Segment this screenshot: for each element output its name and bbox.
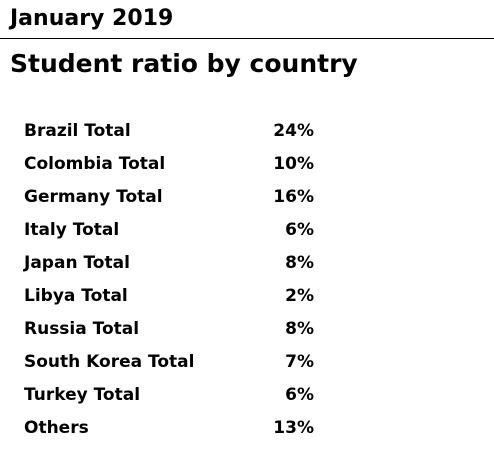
table-row-brazil: Brazil Total 24% [24,115,314,148]
country-label: Germany Total [24,187,163,207]
country-label: Brazil Total [24,121,131,141]
country-label: Turkey Total [24,385,141,405]
ratio-value: 2% [285,286,314,306]
table-row-japan: Japan Total 8% [24,247,314,280]
table-row-italy: Italy Total 6% [24,214,314,247]
country-label: Italy Total [24,220,120,240]
table-row-others: Others 13% [24,412,314,445]
ratio-value: 8% [285,253,314,273]
ratio-value: 13% [273,418,314,438]
table-row-russia: Russia Total 8% [24,313,314,346]
table-row-libya: Libya Total 2% [24,280,314,313]
ratio-value: 10% [273,154,314,174]
country-label: Libya Total [24,286,128,306]
page-title: Student ratio by country [10,49,358,78]
country-label: Japan Total [24,253,130,273]
country-ratio-table: Brazil Total 24% Colombia Total 10% Germ… [24,115,314,445]
country-label: Russia Total [24,319,140,339]
table-row-south-korea: South Korea Total 7% [24,346,314,379]
heading-divider [0,38,494,39]
ratio-value: 16% [273,187,314,207]
ratio-value: 8% [285,319,314,339]
table-row-turkey: Turkey Total 6% [24,379,314,412]
ratio-value: 6% [285,220,314,240]
ratio-value: 24% [273,121,314,141]
ratio-value: 6% [285,385,314,405]
period-heading: January 2019 [10,6,174,31]
country-label: Colombia Total [24,154,166,174]
country-label: Others [24,418,89,438]
ratio-value: 7% [285,352,314,372]
table-row-germany: Germany Total 16% [24,181,314,214]
table-row-colombia: Colombia Total 10% [24,148,314,181]
country-label: South Korea Total [24,352,195,372]
